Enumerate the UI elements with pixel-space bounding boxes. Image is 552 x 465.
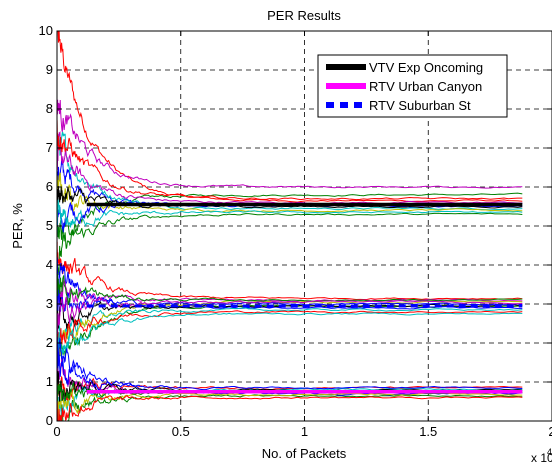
y-tick-label: 8 [46, 101, 53, 116]
x-tick-label: 1.5 [419, 424, 437, 439]
trial-run-line [56, 120, 523, 201]
grid [57, 31, 552, 421]
y-axis-label: PER, % [10, 203, 25, 249]
legend-label: VTV Exp Oncoming [369, 60, 483, 75]
trial-run-line [56, 273, 523, 306]
x-tick-label: 2 [548, 424, 552, 439]
x-axis-exponent-power: 4 [547, 447, 552, 457]
trial-run-line [56, 394, 523, 422]
trial-run-line [56, 343, 523, 391]
trial-run-line [56, 212, 523, 280]
axis-ticks: 0 0.5 1 1.5 2 0 1 2 3 4 5 6 7 8 9 10 [39, 23, 552, 439]
trial-run-line [56, 199, 523, 239]
x-axis-exponent-base: x 10 [531, 451, 552, 465]
legend-label: RTV Suburban St [369, 98, 471, 113]
y-tick-label: 9 [46, 62, 53, 77]
y-tick-label: 6 [46, 179, 53, 194]
trial-run-line [56, 390, 523, 421]
y-tick-label: 0 [46, 413, 53, 428]
trial-run-line [56, 285, 523, 312]
x-axis-label: No. of Packets [262, 446, 347, 461]
trial-run-line [56, 296, 523, 335]
y-tick-label: 4 [46, 257, 53, 272]
trial-run-line [56, 30, 523, 203]
y-tick-label: 5 [46, 218, 53, 233]
y-tick-label: 10 [39, 23, 53, 38]
x-tick-label: 1 [301, 424, 308, 439]
trial-run-line [56, 307, 523, 346]
chart-title: PER Results [267, 8, 341, 23]
x-axis-exponent: x 10 4 [531, 447, 552, 465]
x-tick-label: 0.5 [172, 424, 190, 439]
trial-run-line [56, 131, 523, 205]
trial-run-line [56, 310, 523, 350]
y-tick-label: 3 [46, 296, 53, 311]
legend-label: RTV Urban Canyon [369, 79, 482, 94]
y-tick-label: 1 [46, 374, 53, 389]
x-tick-label: 0 [53, 424, 60, 439]
trial-run-line [56, 236, 523, 301]
trial-run-line [56, 99, 523, 189]
series-lines [86, 202, 523, 394]
y-tick-label: 7 [46, 140, 53, 155]
legend: VTV Exp Oncoming RTV Urban Canyon RTV Subu… [317, 54, 508, 118]
y-tick-label: 2 [46, 335, 53, 350]
